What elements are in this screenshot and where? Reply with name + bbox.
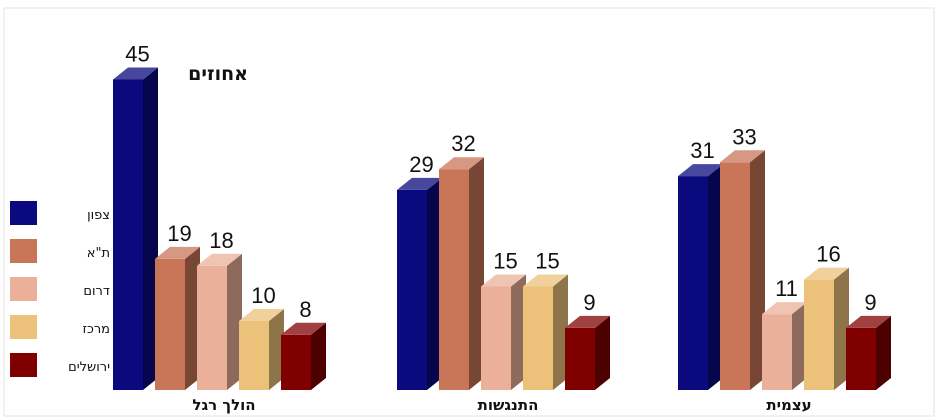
value-label: 15 <box>535 249 559 274</box>
legend-item: דרום <box>10 277 110 301</box>
bar-front <box>439 169 469 390</box>
legend-swatch <box>10 277 37 301</box>
value-label: 15 <box>493 249 517 274</box>
bar-top <box>523 274 568 287</box>
y-axis-label: אחוזים <box>188 63 248 85</box>
bar <box>239 309 284 390</box>
legend-label: ת"א <box>87 246 110 261</box>
category-label: עצמית <box>766 396 811 414</box>
bar <box>720 150 765 390</box>
value-label: 9 <box>864 290 876 315</box>
bar-side <box>834 267 849 390</box>
bar <box>155 246 200 390</box>
bar <box>804 267 849 390</box>
value-label: 11 <box>775 276 798 301</box>
bar-side <box>143 67 158 390</box>
bar-top <box>155 246 200 259</box>
bar-front <box>678 176 708 390</box>
bar-front <box>197 265 227 390</box>
bar-front <box>397 189 427 390</box>
legend-item: צפון <box>10 201 110 225</box>
value-label: 10 <box>251 283 275 308</box>
bar <box>846 315 891 390</box>
value-label: 16 <box>816 242 840 267</box>
bar-side <box>750 150 765 390</box>
bar-top <box>678 164 723 177</box>
bar <box>113 67 158 390</box>
bar-top <box>565 315 610 328</box>
bar <box>439 157 484 390</box>
bar-top <box>239 309 284 321</box>
bar-front <box>281 334 311 390</box>
legend-label: צפון <box>87 208 110 223</box>
bar <box>481 274 526 390</box>
bar-top <box>804 267 849 280</box>
value-label: 31 <box>690 138 714 163</box>
value-label: 9 <box>583 290 595 315</box>
bar-top <box>439 157 484 170</box>
legend-item: ת"א <box>10 239 110 263</box>
bar-top <box>113 67 158 80</box>
bars-layer <box>113 67 891 390</box>
bar-side <box>511 274 526 390</box>
bar-side <box>708 164 723 390</box>
category-label: הולך רגל <box>192 396 255 414</box>
bar <box>565 315 610 390</box>
legend-item: ירושלים <box>10 353 110 377</box>
bar-side <box>427 177 442 390</box>
bar-front <box>155 258 185 390</box>
bar-front <box>762 314 792 390</box>
bar <box>281 322 326 390</box>
value-label: 45 <box>125 42 149 67</box>
bar-front <box>565 327 595 390</box>
bar-top <box>397 177 442 190</box>
value-label: 8 <box>299 297 311 322</box>
bar-front <box>239 321 269 390</box>
bar-top <box>720 150 765 163</box>
value-label: 18 <box>209 228 233 253</box>
bar-front <box>804 279 834 390</box>
bar-top <box>762 302 807 315</box>
value-label: 19 <box>167 221 191 246</box>
bar-side <box>311 322 326 390</box>
bar-front <box>720 162 750 390</box>
bar-side <box>469 157 484 390</box>
bar-side <box>595 315 610 390</box>
bar <box>762 302 807 390</box>
value-label: 33 <box>732 124 756 149</box>
legend-swatch <box>10 353 37 377</box>
bar <box>678 164 723 390</box>
legend-label: מרכז <box>82 322 110 337</box>
bar-side <box>227 253 242 390</box>
legend-item: מרכז <box>10 315 110 339</box>
bar-front <box>523 286 553 390</box>
legend-swatch <box>10 201 37 225</box>
bar-front <box>113 79 143 390</box>
bar-top <box>281 322 326 335</box>
bar <box>523 274 568 390</box>
bar-top <box>481 274 526 287</box>
bar <box>397 177 442 390</box>
bar-side <box>553 274 568 390</box>
legend-label: דרום <box>83 284 110 299</box>
value-label: 29 <box>409 152 433 177</box>
bar-side <box>269 309 284 390</box>
legend-swatch <box>10 315 37 339</box>
category-label: התנגשות <box>478 396 539 414</box>
labels-layer: 45 19 18 10 8 הולך רגל 29 32 15 15 9 התנגשות 31 33 11 1… <box>125 42 876 415</box>
value-label: 32 <box>451 131 475 156</box>
legend-label: ירושלים <box>68 360 110 375</box>
bar-side <box>185 246 200 390</box>
bar-side <box>792 302 807 390</box>
bar-top <box>846 315 891 328</box>
legend: צפון ת"א דרום מרכז ירושלים <box>10 201 110 377</box>
bar-front <box>481 286 511 390</box>
bar-side <box>876 315 891 390</box>
bar <box>197 253 242 390</box>
bar-front <box>846 327 876 390</box>
bar-top <box>197 253 242 266</box>
legend-swatch <box>10 239 37 263</box>
